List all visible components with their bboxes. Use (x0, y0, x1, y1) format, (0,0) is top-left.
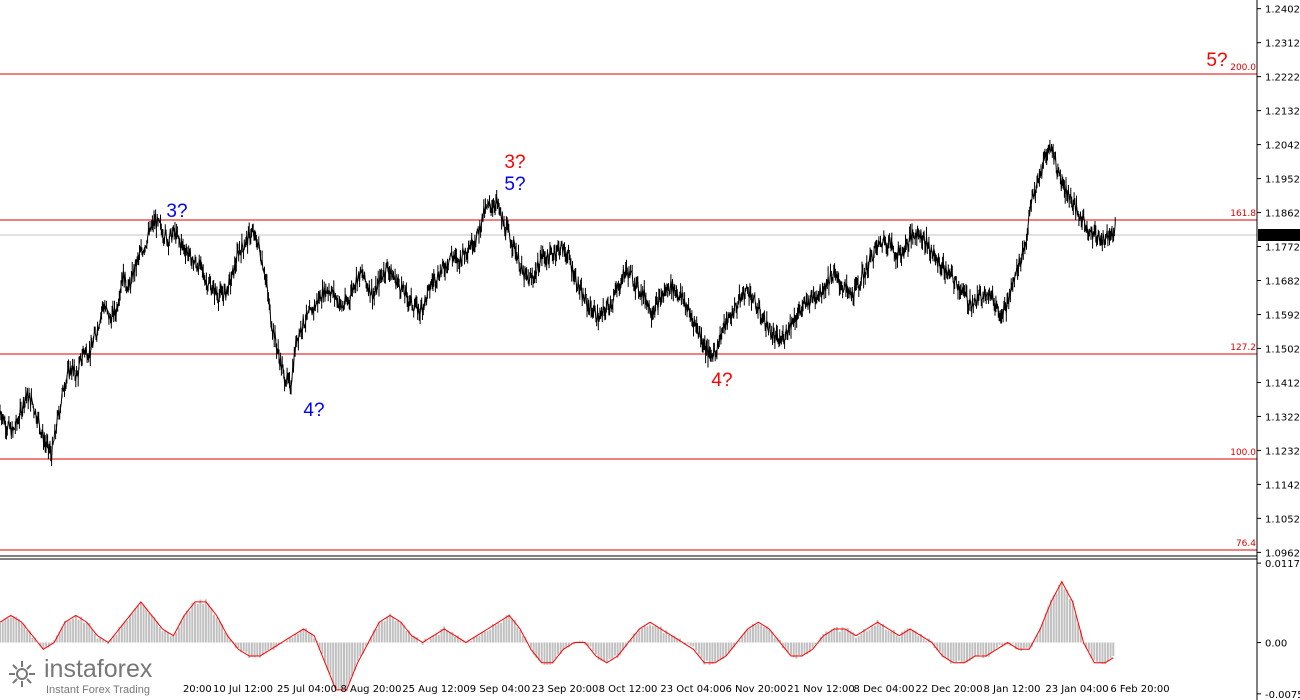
time-axis-label: 8 Aug 20:00 (340, 684, 401, 695)
price-tick-label: 1.1412 (1265, 378, 1300, 389)
price-series (0, 139, 1116, 467)
instaforex-logo: instaforex Instant Forex Trading (0, 653, 180, 700)
osc-tick-label: 0.00 (1265, 639, 1287, 650)
price-tick-label: 1.0962 (1265, 548, 1300, 559)
wave-label: 5? (1206, 50, 1227, 71)
time-axis-label: 6 Nov 20:00 (725, 684, 786, 695)
time-axis-label: 21 Nov 12:00 (787, 684, 854, 695)
price-tick-label: 1.1232 (1265, 446, 1300, 457)
time-axis-label: 6 Feb 20:00 (1110, 684, 1169, 695)
oscillator-panel (0, 580, 1115, 692)
price-tick-label: 1.1772 (1265, 243, 1300, 254)
oscillator-signal-line (0, 580, 1114, 691)
price-tick-label: 1.2312 (1265, 39, 1300, 50)
price-tick-label: 1.2402 (1265, 5, 1300, 16)
price-tick-label: 1.2222 (1265, 73, 1300, 84)
price-tick-label: 1.1682 (1265, 277, 1300, 288)
logo-tagline: Instant Forex Trading (46, 684, 150, 696)
osc-tick-label: 0.01174 (1265, 559, 1300, 570)
time-axis-label: 23 Jan 04:00 (1045, 684, 1108, 695)
price-tick-label: 1.1592 (1265, 311, 1300, 322)
time-axis-label: 8 Oct 12:00 (599, 684, 658, 695)
price-tick-label: 1.1502 (1265, 344, 1300, 355)
osc-tick-label: -0.00759 (1265, 690, 1300, 700)
time-axis-label: 23 Oct 04:00 (660, 684, 725, 695)
fib-level-label: 127.2 (1230, 343, 1256, 353)
time-axis-label: 8 Jan 12:00 (984, 684, 1041, 695)
price-tick-label: 1.2042 (1265, 141, 1300, 152)
time-axis-label: 23 Sep 20:00 (532, 684, 599, 695)
fib-level-label: 200.0 (1230, 63, 1256, 73)
instaforex-logo-icon (9, 661, 35, 687)
time-axis-label: 9 Sep 04:00 (470, 684, 530, 695)
fib-level-label: 100.0 (1230, 448, 1256, 458)
price-tick-label: 1.2132 (1265, 107, 1300, 118)
wave-label: 4? (303, 400, 324, 421)
price-tick-label: 1.1142 (1265, 480, 1300, 491)
price-tick-label: 1.1862 (1265, 209, 1300, 220)
time-axis-label: 22 Dec 20:00 (915, 684, 982, 695)
price-tick-label: 1.1952 (1265, 175, 1300, 186)
oscillator-histogram (0, 582, 1115, 692)
wave-label: 3? (166, 201, 187, 222)
price-tick-label: 1.1052 (1265, 514, 1300, 525)
time-axis-label: 25 Aug 12:00 (402, 684, 469, 695)
time-axis-label: 8 Dec 04:00 (854, 684, 915, 695)
last-price-box (1258, 229, 1300, 241)
logo-brand-text: instaforex (44, 655, 153, 683)
wave-label: 4? (711, 370, 732, 391)
wave-label: 3? (504, 152, 525, 173)
price-tick-label: 1.1322 (1265, 412, 1300, 423)
time-axis-label: 25 Jul 04:00 (277, 684, 337, 695)
last-price-label: 1.1816 (1262, 231, 1297, 242)
fib-level-label: 76.4 (1236, 539, 1256, 549)
fib-level-label: 161.8 (1230, 209, 1256, 219)
time-axis-label: 10 Jul 12:00 (213, 684, 273, 695)
wave-label: 5? (504, 174, 525, 195)
time-axis-label: 25 Jun 20:00 (148, 684, 212, 695)
